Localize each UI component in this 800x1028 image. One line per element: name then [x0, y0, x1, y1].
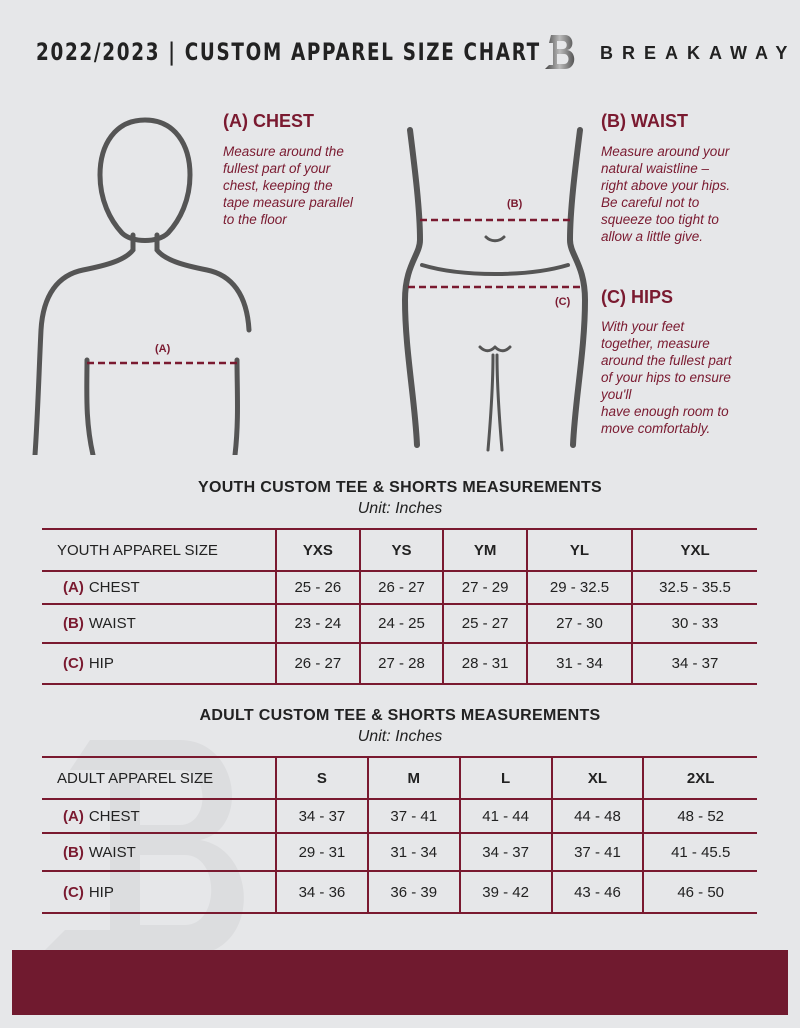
table-row: (B) WAIST 23 - 24 24 - 25 25 - 27 27 - 30 30 -… — [42, 603, 757, 644]
hips-description: With your feet together, measure around th… — [601, 319, 732, 436]
size-header: YOUTH APPAREL SIZE — [42, 528, 276, 572]
cell: 30 - 33 — [631, 603, 757, 644]
hips-marker: (C) — [555, 296, 571, 308]
youth-table-title: YOUTH CUSTOM TEE & SHORTS MEASUREMENTS — [197, 479, 603, 496]
table-row: (B) WAIST 29 - 31 31 - 34 34 - 37 37 - 41 41 -… — [42, 832, 757, 872]
size-col: XL — [550, 756, 644, 800]
cell: 29 - 31 — [275, 832, 368, 872]
waist-marker: (B) — [507, 198, 523, 210]
size-header: ADULT APPAREL SIZE — [42, 756, 276, 800]
cell: 36 - 39 — [366, 870, 460, 914]
chest-description: Measure around the fullest part of your ch… — [223, 144, 353, 227]
cell: 26 - 27 — [275, 642, 360, 685]
chest-marker: (A) — [155, 343, 171, 355]
cell: 37 - 41 — [366, 798, 460, 834]
cell: 25 - 26 — [275, 570, 360, 605]
cell: 29 - 32.5 — [525, 570, 633, 605]
size-col: L — [458, 756, 552, 800]
cell: 48 - 52 — [642, 798, 757, 834]
cell: 34 - 37 — [631, 642, 757, 685]
upper-body-figure — [32, 117, 252, 455]
cell: 27 - 29 — [442, 570, 527, 605]
adult-unit: Unit: Inches — [357, 728, 443, 745]
cell: 34 - 36 — [275, 870, 368, 914]
size-col: YM — [442, 528, 527, 572]
table-row: (C) HIP 26 - 27 27 - 28 28 - 31 31 - 34 34 - 3… — [42, 642, 757, 685]
cell: 43 - 46 — [550, 870, 644, 914]
brand-name: BREAKAWAY — [600, 43, 797, 63]
cell: 27 - 30 — [525, 603, 633, 644]
cell: 27 - 28 — [358, 642, 444, 685]
cell: 37 - 41 — [550, 832, 644, 872]
cell: 31 - 34 — [366, 832, 460, 872]
size-col: 2XL — [642, 756, 757, 800]
footer-bar — [12, 950, 788, 1015]
table-row: (A) CHEST 34 - 37 37 - 41 41 - 44 44 - 48 48 -… — [42, 798, 757, 834]
row-label: (B) WAIST — [42, 832, 276, 872]
youth-size-table: YOUTH APPAREL SIZE YXS YS YM YL YXL (A) CHEST 2… — [42, 528, 757, 685]
cell: 25 - 27 — [442, 603, 527, 644]
cell: 46 - 50 — [642, 870, 757, 914]
cell: 23 - 24 — [275, 603, 360, 644]
youth-unit: Unit: Inches — [357, 500, 443, 517]
cell: 32.5 - 35.5 — [631, 570, 757, 605]
size-col: M — [366, 756, 460, 800]
size-col: YXL — [631, 528, 757, 572]
cell: 34 - 37 — [458, 832, 552, 872]
size-col: YS — [358, 528, 444, 572]
cell: 41 - 45.5 — [642, 832, 757, 872]
page-title: 2022/2023 | CUSTOM APPAREL SIZE CHART — [36, 38, 541, 66]
row-label: (B) WAIST — [42, 603, 276, 644]
row-label: (A) CHEST — [42, 798, 276, 834]
size-col: S — [275, 756, 368, 800]
size-col: YXS — [275, 528, 360, 572]
cell: 26 - 27 — [358, 570, 444, 605]
breakaway-logo-icon — [545, 35, 575, 69]
table-header-row: ADULT APPAREL SIZE S M L XL 2XL — [42, 756, 757, 800]
lower-body-figure — [401, 127, 589, 452]
table-header-row: YOUTH APPAREL SIZE YXS YS YM YL YXL — [42, 528, 757, 572]
cell: 41 - 44 — [458, 798, 552, 834]
table-row: (A) CHEST 25 - 26 26 - 27 27 - 29 29 - 32.5 32… — [42, 570, 757, 605]
size-col: YL — [525, 528, 633, 572]
hips-heading: (C) HIPS — [601, 287, 673, 307]
row-label: (C) HIP — [42, 642, 276, 685]
adult-size-table: ADULT APPAREL SIZE S M L XL 2XL (A) CHEST 34 - … — [42, 756, 757, 914]
cell: 31 - 34 — [525, 642, 633, 685]
row-label: (C) HIP — [42, 870, 276, 914]
cell: 39 - 42 — [458, 870, 552, 914]
adult-table-title: ADULT CUSTOM TEE & SHORTS MEASUREMENTS — [199, 707, 601, 724]
cell: 28 - 31 — [442, 642, 527, 685]
row-label: (A) CHEST — [42, 570, 276, 605]
waist-heading: (B) WAIST — [601, 111, 688, 131]
cell: 34 - 37 — [275, 798, 368, 834]
waist-description: Measure around your natural waistline – ri… — [601, 144, 731, 244]
chest-heading: (A) CHEST — [223, 111, 314, 131]
cell: 24 - 25 — [358, 603, 444, 644]
table-row: (C) HIP 34 - 36 36 - 39 39 - 42 43 - 46 46 - 5… — [42, 870, 757, 914]
cell: 44 - 48 — [550, 798, 644, 834]
